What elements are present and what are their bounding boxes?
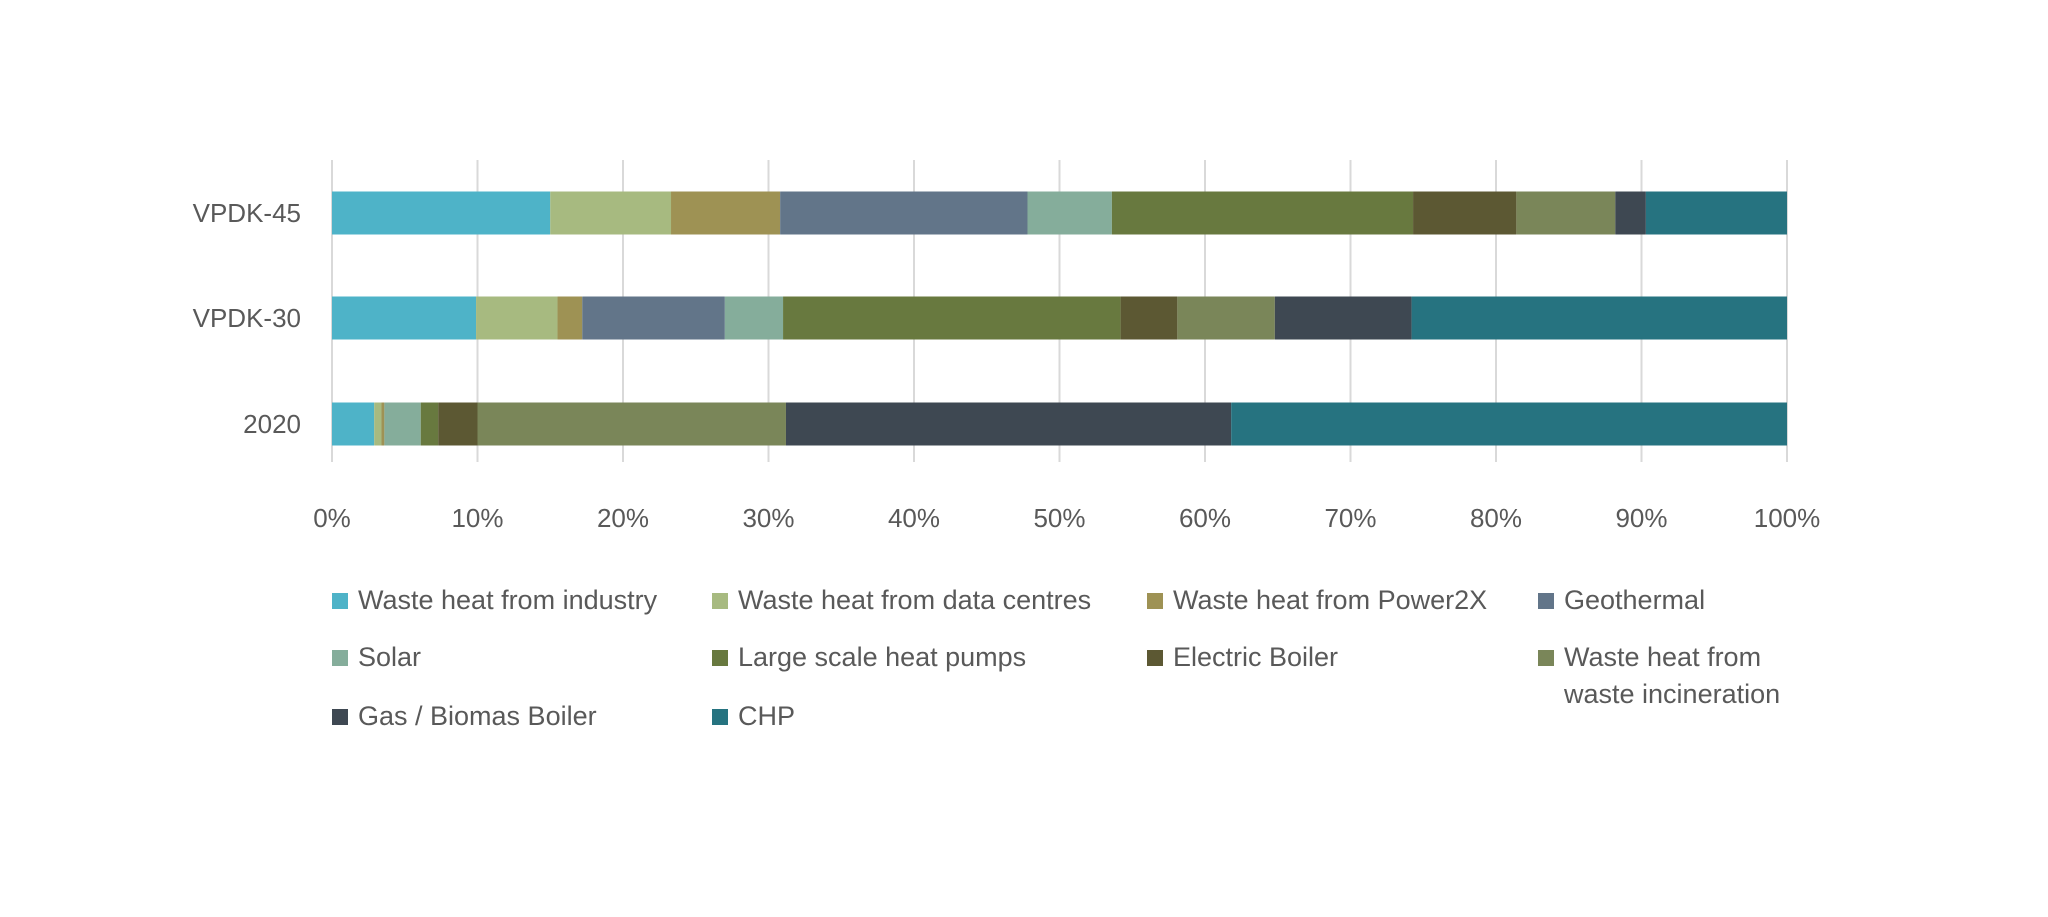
bar-segment [780, 191, 1028, 235]
bar-segment [476, 296, 558, 340]
bar-segment [1516, 191, 1616, 235]
bar-segment [381, 402, 385, 446]
x-tick-label: 90% [1615, 503, 1667, 533]
legend-label: Waste heat from Power2X [1173, 585, 1488, 615]
legend-item: Waste heat from industry [332, 582, 657, 619]
x-tick-label: 10% [451, 503, 503, 533]
bar-segment [1274, 296, 1412, 340]
bar-segment [332, 402, 375, 446]
bar-segment [384, 402, 421, 446]
legend-label: Electric Boiler [1173, 642, 1339, 672]
bar-segment [783, 296, 1121, 340]
bar-segment [374, 402, 382, 446]
legend-label: Gas / Biomas Boiler [358, 701, 597, 731]
bar-segment [420, 402, 439, 446]
x-axis-tick-labels: 0% 10% 20% 30% 40% 50% 60% 70% 80% 90% 100% [313, 503, 1820, 533]
bar-segment [1645, 191, 1787, 235]
legend-label: Waste heat from waste incineration [1564, 642, 1781, 709]
x-tick-label: 30% [742, 503, 794, 533]
bar-segment [438, 402, 478, 446]
category-labels: VPDK-45 VPDK-30 2020 [193, 198, 301, 439]
bars [332, 191, 1787, 446]
legend-item: Geothermal [1538, 582, 1705, 619]
bar-segment [332, 296, 477, 340]
legend-swatch [332, 709, 348, 725]
legend-item: Waste heat from waste incineration [1538, 639, 1824, 713]
bar-segment [582, 296, 725, 340]
legend-label: CHP [738, 701, 796, 731]
x-tick-label: 50% [1033, 503, 1085, 533]
legend-item: Solar [332, 639, 421, 676]
x-tick-label: 0% [313, 503, 351, 533]
x-tick-label: 70% [1324, 503, 1376, 533]
bar-segment [724, 296, 784, 340]
legend-label: Solar [358, 642, 422, 672]
bar-segment [1027, 191, 1112, 235]
bar-segment [1615, 191, 1646, 235]
legend-label: Large scale heat pumps [738, 642, 1027, 672]
bar-segment [477, 402, 786, 446]
x-tick-label: 100% [1754, 503, 1821, 533]
bar-segment [1120, 296, 1178, 340]
legend-item: Electric Boiler [1147, 639, 1338, 676]
bar-segment [557, 296, 583, 340]
legend-item: Large scale heat pumps [712, 639, 1026, 676]
legend-label: Waste heat from industry [358, 585, 658, 615]
bar-segment [1231, 402, 1787, 446]
bar-segment [1413, 191, 1517, 235]
category-label: VPDK-45 [193, 198, 301, 228]
legend-swatch [1538, 593, 1554, 609]
bar-segment [785, 402, 1232, 446]
legend-swatch [332, 593, 348, 609]
legend-item: Waste heat from data centres [712, 582, 1091, 619]
bar-segment [550, 191, 672, 235]
category-label: 2020 [243, 409, 301, 439]
bar-segment [1111, 191, 1414, 235]
x-tick-label: 20% [597, 503, 649, 533]
bar-segment [671, 191, 781, 235]
legend-label: Waste heat from data centres [738, 585, 1092, 615]
legend-swatch [712, 593, 728, 609]
x-tick-label: 80% [1470, 503, 1522, 533]
legend-item: Gas / Biomas Boiler [332, 698, 597, 735]
legend-swatch [712, 650, 728, 666]
legend-item: CHP [712, 698, 795, 735]
legend-swatch [1147, 593, 1163, 609]
legend-label: Geothermal [1564, 585, 1706, 615]
legend-item: Waste heat from Power2X [1147, 582, 1487, 619]
x-tick-label: 40% [888, 503, 940, 533]
category-label: VPDK-30 [193, 303, 301, 333]
bar-segment [1411, 296, 1787, 340]
legend-swatch [1147, 650, 1163, 666]
legend-swatch [712, 709, 728, 725]
bar-segment [332, 191, 551, 235]
legend-swatch [332, 650, 348, 666]
x-tick-label: 60% [1179, 503, 1231, 533]
legend-swatch [1538, 650, 1554, 666]
bar-segment [1177, 296, 1275, 340]
